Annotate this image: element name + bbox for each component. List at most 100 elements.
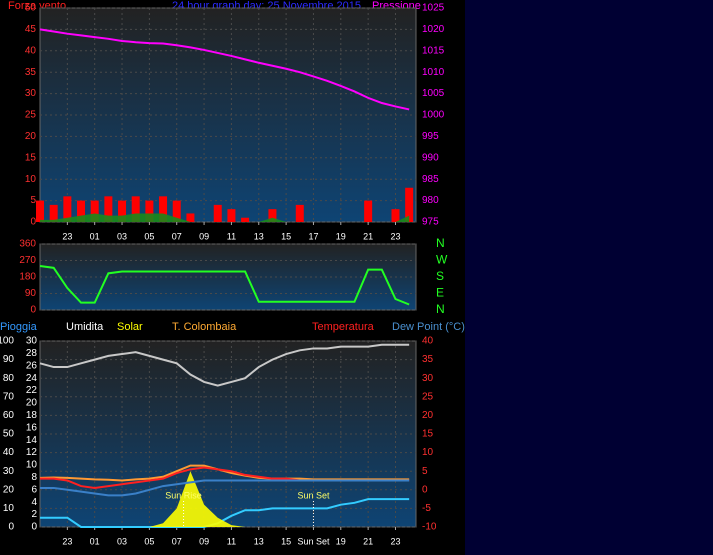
legend-temperature: Temperatura	[312, 321, 375, 333]
legend-humidity: Umidita	[66, 321, 104, 333]
y-tick-label: 1005	[422, 88, 445, 99]
y-tick-label: 100	[0, 336, 14, 347]
y-tick-label: 14	[26, 435, 38, 446]
y-tick-label: 20	[26, 398, 38, 409]
y-tick-label: 18	[26, 410, 38, 421]
y-tick-label: 5	[30, 195, 36, 206]
legend-solar: Solar	[117, 321, 143, 333]
bar	[159, 196, 168, 222]
plot-area	[39, 7, 417, 223]
y-tick-label: 5	[422, 466, 428, 477]
x-tick-label: 23	[62, 536, 72, 546]
legend-colombaia: T. Colombaia	[172, 321, 237, 333]
y-tick-label: 0	[422, 484, 428, 495]
y-tick-label: N	[436, 236, 445, 250]
y-tick-label: 180	[19, 272, 36, 283]
y-tick-label: 975	[422, 217, 439, 228]
y-tick-label: 24	[26, 373, 38, 384]
bar	[268, 209, 277, 222]
legend-pressure: Pressione	[372, 0, 421, 12]
y-tick-label: 35	[25, 67, 37, 78]
y-tick-label: 0	[8, 522, 14, 533]
y-tick-label: 35	[422, 354, 434, 365]
y-tick-label: E	[436, 286, 444, 300]
x-tick-label: 07	[172, 231, 182, 241]
y-tick-label: 15	[25, 152, 37, 163]
bar	[186, 213, 195, 222]
y-tick-label: 0	[31, 522, 37, 533]
y-tick-label: 30	[25, 88, 37, 99]
y-tick-label: 4	[31, 497, 37, 508]
x-tick-label: 21	[363, 231, 373, 241]
bar	[405, 187, 414, 222]
x-tick-label: 01	[90, 231, 100, 241]
y-tick-label: 980	[422, 195, 439, 206]
x-tick-label: 05	[144, 231, 154, 241]
x-tick-label: 09	[199, 231, 209, 241]
bar	[104, 196, 113, 222]
y-tick-label: 995	[422, 131, 439, 142]
x-tick-label: Sun Set	[297, 536, 330, 546]
y-tick-label: 10	[26, 460, 38, 471]
plot-area	[39, 243, 417, 311]
x-tick-label: 03	[117, 231, 127, 241]
y-tick-label: 270	[19, 255, 36, 266]
x-tick-label: 23	[390, 231, 400, 241]
x-tick-label: 19	[336, 536, 346, 546]
bar	[172, 200, 181, 222]
y-tick-label: 20	[3, 484, 15, 495]
y-tick-label: 70	[3, 391, 15, 402]
x-tick-label: 11	[227, 231, 236, 241]
legend-dewpoint: Dew Point (°C)	[392, 321, 465, 333]
y-tick-label: 990	[422, 152, 439, 163]
x-tick-label: 09	[199, 536, 209, 546]
x-tick-label: 15	[281, 231, 291, 241]
bar	[145, 200, 154, 222]
y-tick-label: 28	[26, 348, 38, 359]
bar	[241, 217, 250, 222]
y-tick-label: 1025	[422, 3, 445, 14]
y-tick-label: 60	[3, 410, 15, 421]
y-tick-label: 1020	[422, 24, 445, 35]
y-tick-label: 16	[26, 422, 38, 433]
annotation: Sun Rise	[165, 490, 202, 500]
y-tick-label: 80	[3, 373, 15, 384]
x-tick-label: 13	[254, 231, 264, 241]
x-tick-label: 05	[144, 536, 154, 546]
annotation: Sun Set	[297, 490, 330, 500]
x-tick-label: 23	[62, 231, 72, 241]
legend-wind: Forza vento	[8, 0, 66, 12]
y-tick-label: 20	[25, 131, 37, 142]
y-tick-label: -10	[422, 522, 437, 533]
y-tick-label: 30	[26, 336, 38, 347]
line	[39, 28, 410, 111]
bar	[295, 204, 304, 222]
y-tick-label: 2	[31, 509, 37, 520]
x-tick-label: 11	[227, 536, 236, 546]
y-tick-label: 1010	[422, 67, 445, 78]
x-tick-label: 23	[390, 536, 400, 546]
bar	[49, 204, 58, 222]
area	[40, 213, 410, 222]
bar	[391, 209, 400, 222]
legend-rain: Pioggia	[0, 321, 38, 333]
x-tick-label: 13	[254, 536, 264, 546]
y-tick-label: 6	[31, 484, 37, 495]
line	[40, 498, 410, 528]
y-tick-label: 10	[3, 503, 15, 514]
x-tick-label: 07	[172, 536, 182, 546]
bar	[118, 200, 127, 222]
y-tick-label: 45	[25, 24, 37, 35]
x-tick-label: 17	[308, 231, 318, 241]
y-tick-label: 30	[3, 466, 15, 477]
plot-area	[39, 340, 417, 528]
y-tick-label: N	[436, 302, 445, 316]
chart-title: 24 hour graph day: 25 Novembre 2015	[172, 0, 361, 12]
x-tick-label: 01	[90, 536, 100, 546]
y-tick-label: 30	[422, 373, 434, 384]
y-tick-label: 40	[422, 336, 434, 347]
y-tick-label: 50	[3, 429, 15, 440]
y-tick-label: 0	[30, 217, 36, 228]
y-tick-label: 26	[26, 360, 38, 371]
